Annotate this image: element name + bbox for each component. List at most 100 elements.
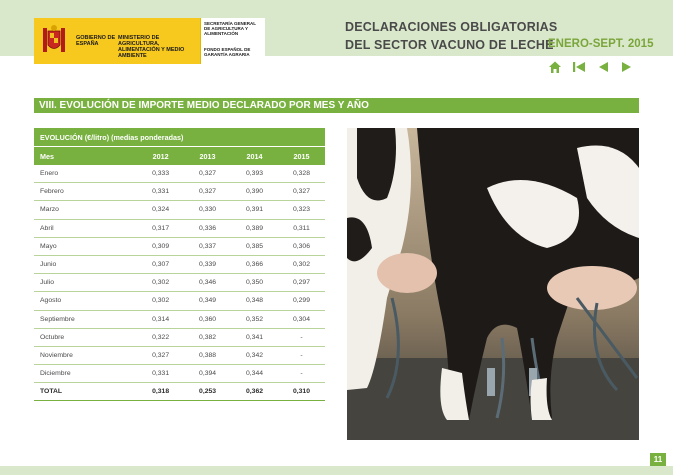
column-header-2013: 2013 [184, 146, 232, 165]
column-header-2015: 2015 [277, 146, 325, 165]
value-cell: 0,352 [231, 310, 278, 329]
price-evolution-table: EVOLUCIÓN (€/litro) (medias ponderadas) … [34, 128, 325, 402]
first-page-icon[interactable] [572, 60, 586, 74]
month-cell: Enero [34, 165, 138, 184]
total-2012: 0,318 [137, 382, 185, 402]
value-cell: 0,317 [137, 219, 185, 238]
value-cell: 0,337 [184, 237, 232, 256]
table-body: Enero 0,333 0,327 0,393 0,328 Febrero 0,331 0,3… [34, 165, 325, 384]
value-cell: 0,350 [231, 273, 278, 293]
value-cell: 0,331 [137, 364, 185, 384]
value-cell: 0,309 [137, 237, 185, 256]
value-cell: 0,302 [277, 255, 325, 275]
value-cell: 0,327 [184, 182, 232, 202]
value-cell: 0,394 [184, 364, 232, 384]
value-cell: 0,327 [184, 165, 232, 184]
value-cell: 0,366 [231, 255, 278, 275]
month-cell: Septiembre [34, 310, 138, 329]
next-page-icon[interactable] [620, 60, 634, 74]
value-cell: 0,306 [277, 237, 325, 256]
table-caption: EVOLUCIÓN (€/litro) (medias ponderadas) [34, 128, 325, 147]
month-cell: Octubre [34, 328, 138, 347]
section-header-bar [34, 98, 639, 113]
column-header-mes: Mes [34, 146, 138, 165]
value-cell: 0,390 [231, 182, 278, 202]
table-row: Julio 0,302 0,346 0,350 0,297 [34, 273, 325, 293]
coat-of-arms-icon [43, 25, 65, 52]
secretaria-label: SECRETARÍA GENERAL DE AGRICULTURA Y ALIM… [204, 21, 256, 36]
section-title: VIII. EVOLUCIÓN DE IMPORTE MEDIO DECLARA… [39, 100, 369, 111]
table-row: Enero 0,333 0,327 0,393 0,328 [34, 165, 325, 184]
value-cell: 0,391 [231, 200, 278, 220]
value-cell: 0,324 [137, 200, 185, 220]
month-cell: Diciembre [34, 364, 138, 384]
value-cell: 0,342 [231, 346, 278, 366]
value-cell: 0,328 [277, 165, 325, 184]
value-cell: 0,302 [137, 291, 185, 311]
table-row: Mayo 0,309 0,337 0,385 0,306 [34, 237, 325, 256]
table-row: Septiembre 0,314 0,360 0,352 0,304 [34, 310, 325, 329]
value-cell: 0,348 [231, 291, 278, 311]
dairy-cows-milking-photo [347, 128, 639, 440]
table-total-row: TOTAL 0,318 0,253 0,362 0,310 [34, 382, 325, 402]
value-cell: 0,382 [184, 328, 232, 347]
month-cell: Julio [34, 273, 138, 293]
value-cell: 0,327 [137, 346, 185, 366]
value-cell: 0,311 [277, 219, 325, 238]
value-cell: 0,385 [231, 237, 278, 256]
table-row: Agosto 0,302 0,349 0,348 0,299 [34, 291, 325, 311]
footer-band [0, 466, 673, 475]
value-cell: 0,322 [137, 328, 185, 347]
month-cell: Noviembre [34, 346, 138, 366]
value-cell: 0,360 [184, 310, 232, 329]
value-cell: 0,297 [277, 273, 325, 293]
value-cell: - [277, 346, 325, 366]
value-cell: 0,389 [231, 219, 278, 238]
column-header-2012: 2012 [137, 146, 185, 165]
ministerio-label: MINISTERIO DE AGRICULTURA, ALIMENTACIÓN … [118, 35, 185, 59]
value-cell: 0,299 [277, 291, 325, 311]
value-cell: 0,330 [184, 200, 232, 220]
logo-secretaria-panel [200, 18, 265, 64]
total-label: TOTAL [34, 382, 138, 402]
document-title-line2: DEL SECTOR VACUNO DE LECHE [345, 38, 554, 52]
value-cell: 0,339 [184, 255, 232, 275]
document-title-line1: DECLARACIONES OBLIGATORIAS [345, 20, 558, 34]
value-cell: 0,323 [277, 200, 325, 220]
value-cell: 0,341 [231, 328, 278, 347]
month-cell: Agosto [34, 291, 138, 311]
value-cell: 0,302 [137, 273, 185, 293]
month-cell: Febrero [34, 182, 138, 202]
value-cell: 0,344 [231, 364, 278, 384]
table-row: Octubre 0,322 0,382 0,341- [34, 328, 325, 347]
value-cell: 0,327 [277, 182, 325, 202]
page-navigation [548, 60, 634, 74]
table-header-row: Mes 2012 2013 2014 2015 [34, 146, 325, 165]
fondo-label: FONDO ESPAÑOL DE GARANTÍA AGRARIA [204, 47, 251, 57]
table-row: Diciembre 0,331 0,394 0,344- [34, 364, 325, 384]
value-cell: 0,349 [184, 291, 232, 311]
value-cell: 0,307 [137, 255, 185, 275]
previous-page-icon[interactable] [596, 60, 610, 74]
document-title: DECLARACIONES OBLIGATORIAS DEL SECTOR VA… [345, 18, 557, 54]
value-cell: 0,304 [277, 310, 325, 329]
table-row: Junio 0,307 0,339 0,366 0,302 [34, 255, 325, 275]
column-header-2014: 2014 [231, 146, 278, 165]
value-cell: 0,331 [137, 182, 185, 202]
total-2013: 0,253 [184, 382, 232, 402]
value-cell: - [277, 328, 325, 347]
value-cell: 0,336 [184, 219, 232, 238]
total-2015: 0,310 [277, 382, 325, 402]
table-row: Noviembre 0,327 0,388 0,342- [34, 346, 325, 366]
table-row: Marzo 0,324 0,330 0,391 0,323 [34, 200, 325, 220]
value-cell: 0,333 [137, 165, 185, 184]
value-cell: 0,346 [184, 273, 232, 293]
value-cell: - [277, 364, 325, 384]
month-cell: Marzo [34, 200, 138, 220]
page-number: 11 [650, 453, 666, 466]
value-cell: 0,314 [137, 310, 185, 329]
home-icon[interactable] [548, 60, 562, 74]
month-cell: Junio [34, 255, 138, 275]
month-cell: Abril [34, 219, 138, 238]
value-cell: 0,393 [231, 165, 278, 184]
